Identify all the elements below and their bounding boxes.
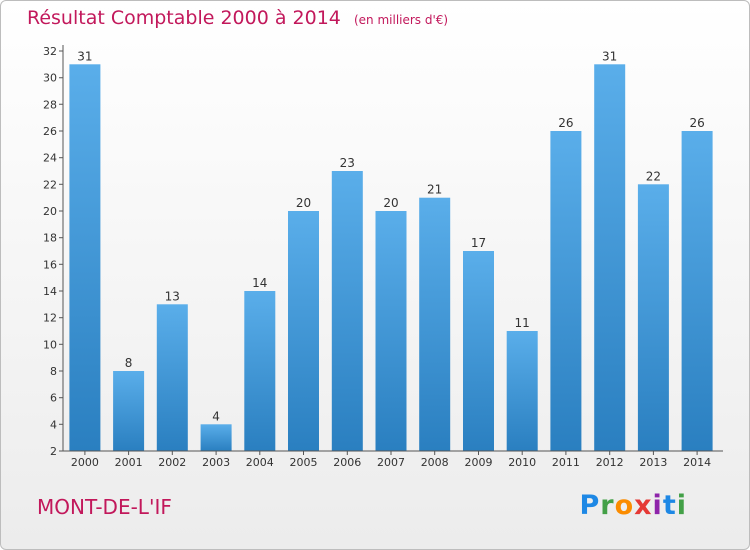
data-label: 4: [212, 409, 220, 423]
bar: [681, 131, 713, 451]
y-tick-label: 10: [43, 338, 57, 351]
data-label: 14: [252, 276, 267, 290]
y-tick-label: 22: [43, 178, 57, 191]
data-label: 31: [77, 49, 92, 63]
logo-letter: i: [676, 490, 687, 521]
bar: [156, 304, 188, 451]
x-tick-label: 2007: [377, 456, 405, 469]
bar: [288, 211, 319, 451]
data-label: 22: [646, 169, 661, 183]
y-tick-label: 18: [43, 232, 57, 245]
data-label: 23: [340, 156, 355, 170]
x-tick-label: 2013: [639, 456, 667, 469]
x-tick-label: 2001: [115, 456, 143, 469]
x-tick-label: 2004: [246, 456, 274, 469]
proxiti-logo: Proxiti: [579, 490, 687, 521]
bar: [550, 131, 582, 451]
logo-letter: P: [579, 490, 601, 521]
data-label: 20: [383, 196, 398, 210]
title-text: Résultat Comptable 2000 à 2014: [27, 7, 341, 29]
x-tick-label: 2012: [596, 456, 624, 469]
x-tick-label: 2010: [508, 456, 536, 469]
y-tick-label: 24: [43, 152, 57, 165]
bar: [113, 371, 145, 451]
x-tick-label: 2009: [465, 456, 493, 469]
data-label: 11: [515, 316, 530, 330]
logo-letter: t: [662, 490, 677, 521]
x-tick-label: 2000: [71, 456, 99, 469]
x-tick-label: 2006: [333, 456, 361, 469]
data-label: 8: [125, 356, 133, 370]
y-tick-label: 4: [50, 418, 57, 431]
data-label: 13: [165, 289, 180, 303]
y-tick-label: 28: [43, 98, 57, 111]
bar: [69, 64, 101, 452]
x-tick-label: 2014: [683, 456, 711, 469]
logo-letter: i: [652, 490, 663, 521]
y-tick-label: 26: [43, 125, 57, 138]
y-tick-label: 2: [50, 445, 57, 458]
unit-text: (en milliers d'€): [353, 13, 449, 27]
bar: [244, 291, 276, 451]
bar: [200, 424, 232, 451]
x-tick-label: 2011: [552, 456, 580, 469]
y-tick-label: 8: [50, 365, 57, 378]
bar: [331, 171, 363, 451]
axes-group: 2000 2001 2002 2003 2004 2005 2006 2007 2008 2009…: [43, 45, 723, 469]
y-tick-label: 12: [43, 312, 57, 325]
bar: [637, 184, 669, 452]
bar: [419, 197, 451, 451]
bar: [375, 211, 407, 451]
logo-letter: x: [634, 490, 653, 521]
bar: [463, 251, 494, 451]
y-tick-label: 20: [43, 205, 57, 218]
x-tick-label: 2008: [421, 456, 449, 469]
x-tick-label: 2003: [202, 456, 230, 469]
logo-letter: r: [600, 490, 615, 521]
data-label: 26: [689, 116, 704, 130]
data-label: 20: [296, 196, 311, 210]
y-tick-label: 32: [43, 45, 57, 58]
bar: [506, 331, 538, 451]
y-tick-label: 30: [43, 72, 57, 85]
data-label: 17: [471, 236, 486, 250]
bar: [594, 64, 626, 452]
data-label: 26: [558, 116, 573, 130]
logo-letter: o: [614, 490, 635, 521]
chart-title: Résultat Comptable 2000 à 2014 (en milli…: [27, 7, 448, 29]
y-tick-label: 16: [43, 258, 57, 271]
y-tick-label: 6: [50, 392, 57, 405]
bars-group: 31 8 13 4 14 20 23 20 21 17 11 26 31 22 26: [69, 49, 713, 452]
data-label: 31: [602, 49, 617, 63]
data-label: 21: [427, 183, 442, 197]
town-name: MONT-DE-L'IF: [37, 495, 172, 519]
x-tick-label: 2005: [290, 456, 318, 469]
y-tick-label: 14: [43, 285, 57, 298]
x-tick-label: 2002: [158, 456, 186, 469]
